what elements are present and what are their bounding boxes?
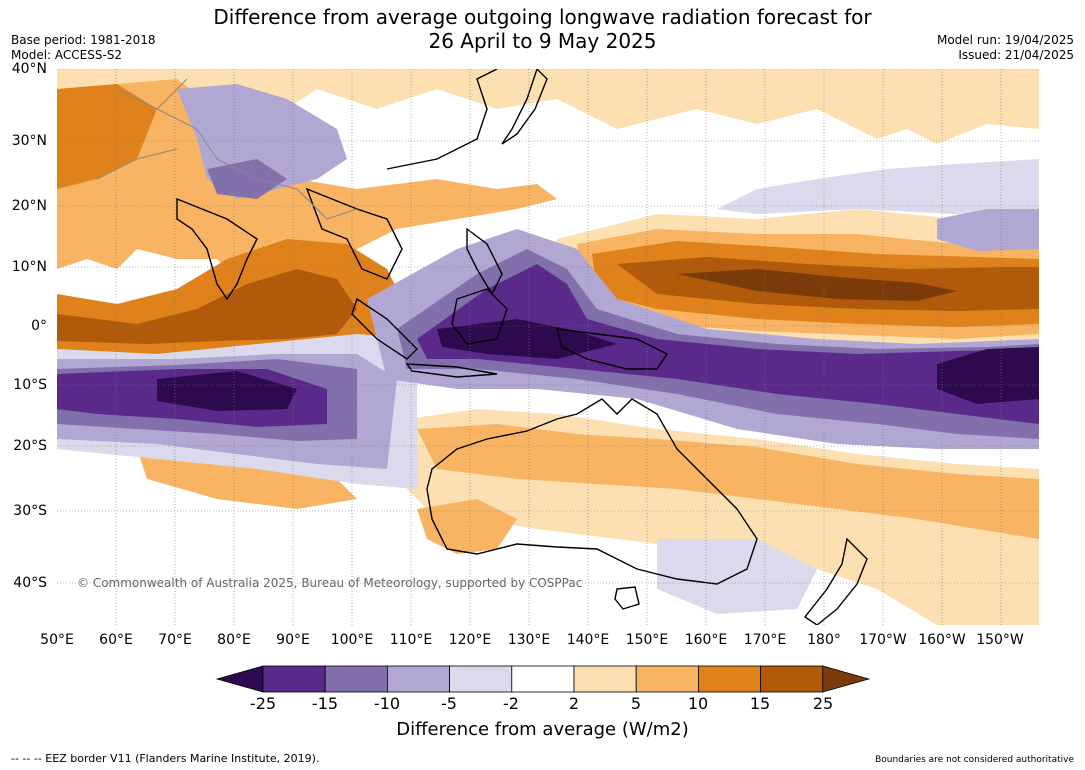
tasmania-coastline: [614, 586, 640, 610]
colorbar-label-3: -5: [441, 694, 457, 713]
colorbar-swatch-1: [262, 665, 326, 693]
colorbar-label-9: 25: [812, 694, 834, 713]
lon-label-170w: 170°W: [859, 632, 907, 648]
country-borders: [96, 78, 358, 220]
map-title-line2: 26 April to 9 May 2025: [428, 29, 657, 53]
model-run: Model run: 19/04/2025: [936, 33, 1074, 47]
borneo-coastline: [451, 288, 508, 345]
map-title-line1: Difference from average outgoing longwav…: [213, 5, 872, 29]
colorbar-label-8: 15: [749, 694, 771, 713]
colorbar-label-5: 2: [568, 694, 580, 713]
boundary-disclaimer: Boundaries are not considered authoritat…: [875, 755, 1074, 765]
pacific-northeast-lavender: [937, 209, 1039, 251]
negative-anomaly-regions: [57, 84, 1039, 614]
lon-label-180: 180°: [807, 632, 841, 648]
indian-ocean-dark-core: [157, 371, 297, 411]
china-coast: [386, 69, 498, 170]
lon-label-150w: 150°W: [976, 632, 1024, 648]
india-coastline: [176, 197, 258, 301]
southwest-indian-orange: [137, 449, 357, 509]
colorbar-label-7: 10: [687, 694, 709, 713]
lon-label-90e: 90°E: [276, 632, 310, 648]
indochina-coastline: [305, 187, 403, 280]
colorbar-swatch-7: [635, 665, 699, 693]
lon-label-120e: 120°E: [448, 632, 492, 648]
lat-label-30n: 30°N: [11, 133, 47, 149]
lat-label-40n: 40°N: [11, 61, 47, 77]
lon-label-110e: 110°E: [389, 632, 433, 648]
model-name: Model: ACCESS-S2: [11, 48, 123, 62]
colorbar-swatch-3: [386, 665, 450, 693]
maritime-continent-dark-core: [437, 319, 617, 359]
colorbar-extend-high: [822, 665, 871, 693]
colorbar-label-2: -10: [373, 694, 401, 713]
new-guinea-coastline: [556, 328, 669, 370]
tibet-mid-purple: [207, 159, 287, 199]
issued-date: Issued: 21/04/2025: [958, 48, 1074, 62]
lat-label-10n: 10°N: [11, 259, 47, 275]
lon-label-160e: 160°E: [684, 632, 728, 648]
tasman-lavender: [657, 539, 817, 614]
lon-label-70e: 70°E: [158, 632, 192, 648]
colorbar-title: Difference from average (W/m2): [396, 719, 689, 740]
lat-label-20s: 20°S: [13, 438, 47, 454]
copyright-notice: © Commonwealth of Australia 2025, Bureau…: [77, 576, 582, 590]
colorbar-label-1: -15: [311, 694, 339, 713]
australia-coastline: [426, 398, 758, 585]
meta-right: Model run: 19/04/2025 Issued: 21/04/2025: [937, 33, 1074, 63]
lat-label-10s: 10°S: [13, 377, 47, 393]
new-zealand-coastline: [803, 537, 868, 625]
lat-label-0: 0°: [31, 318, 47, 334]
north-light-orange-band: [57, 69, 1039, 229]
lon-label-80e: 80°E: [217, 632, 251, 648]
maritime-continent-purple: [417, 264, 1039, 424]
japan-coastline: [501, 69, 548, 145]
colorbar-swatch-4: [449, 665, 513, 693]
lon-label-140e: 140°E: [566, 632, 610, 648]
lon-label-150e: 150°E: [625, 632, 669, 648]
colorbar-extend-low: [215, 665, 264, 693]
sumatra-coastline: [351, 297, 418, 360]
colorbar-swatch-2: [324, 665, 388, 693]
colorbar-label-0: -25: [249, 694, 277, 713]
lon-label-50e: 50°E: [40, 632, 74, 648]
pacific-dark-brown: [677, 269, 957, 301]
colorbar-swatch-8: [697, 665, 761, 693]
lon-label-60e: 60°E: [99, 632, 133, 648]
southwest-pacific-dark-core: [937, 347, 1039, 404]
colorbar-swatch-9: [760, 665, 824, 693]
australia-orange: [417, 424, 1039, 539]
pacific-north-lavender: [717, 159, 1039, 214]
eez-note: -- -- -- EEZ border V11 (Flanders Marine…: [11, 752, 320, 765]
asia-borders: [96, 78, 358, 220]
colorbar-label-6: 5: [630, 694, 642, 713]
arabia-dark-orange: [57, 84, 157, 189]
lon-label-130e: 130°E: [507, 632, 551, 648]
olr-anomaly-map: © Commonwealth of Australia 2025, Bureau…: [57, 69, 1039, 625]
philippines-coastline: [466, 227, 503, 296]
base-period: Base period: 1981-2018: [11, 33, 156, 47]
colorbar-swatch-6: [573, 665, 637, 693]
lon-label-100e: 100°E: [330, 632, 374, 648]
lon-label-170e: 170°E: [743, 632, 787, 648]
meta-left: Base period: 1981-2018 Model: ACCESS-S2: [11, 33, 156, 63]
equatorial-indian-brown: [57, 269, 357, 344]
colorbar: [215, 665, 871, 693]
colorbar-swatch-5: [511, 665, 575, 693]
lat-label-20n: 20°N: [11, 198, 47, 214]
lat-label-30s: 30°S: [13, 503, 47, 519]
lon-label-160w: 160°W: [918, 632, 966, 648]
colorbar-label-4: -2: [503, 694, 519, 713]
lat-label-40s: 40°S: [13, 575, 47, 591]
